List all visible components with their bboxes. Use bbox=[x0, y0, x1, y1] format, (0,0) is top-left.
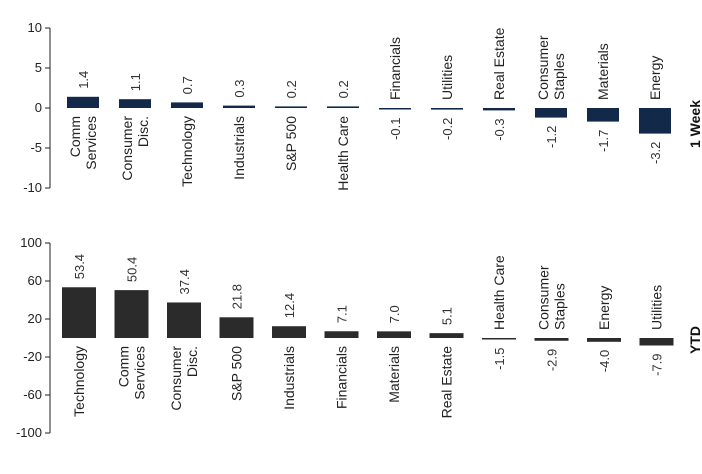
ytd-value-label: 37.4 bbox=[177, 269, 192, 294]
ytd-category-label: S&P 500 bbox=[229, 346, 245, 401]
week-value-label: -0.1 bbox=[388, 118, 403, 140]
ytd-bar bbox=[114, 290, 149, 338]
week-category-label: Staples bbox=[551, 53, 567, 100]
ytd-category-label: Health Care bbox=[491, 255, 507, 330]
week-value-label: 0.7 bbox=[180, 76, 195, 94]
week-bar bbox=[431, 108, 463, 110]
week-value-label: -0.3 bbox=[492, 118, 507, 140]
week-bar bbox=[119, 99, 151, 108]
ytd-bar bbox=[167, 302, 201, 338]
ytd-category-label: Materials bbox=[386, 346, 402, 403]
week-category-label: Technology bbox=[179, 116, 195, 187]
ytd-category-label: Financials bbox=[334, 346, 350, 409]
week-bar bbox=[67, 96, 99, 108]
ytd-bar bbox=[429, 333, 464, 338]
week-value-label: 1.4 bbox=[76, 71, 91, 89]
week-category-label: Comm bbox=[67, 116, 83, 157]
week-category-label: Energy bbox=[647, 56, 663, 100]
ytd-value-label: 53.4 bbox=[72, 254, 87, 279]
ytd-category-label: Services bbox=[132, 346, 148, 400]
ytd-y-tick-label: 60 bbox=[28, 273, 42, 288]
ytd-bar bbox=[324, 331, 359, 338]
week-bar bbox=[639, 108, 671, 134]
ytd-category-label: Consumer bbox=[536, 265, 552, 330]
week-value-label: 0.2 bbox=[336, 80, 351, 98]
week-y-tick-label: 5 bbox=[35, 60, 42, 75]
ytd-value-label: -1.5 bbox=[492, 348, 507, 370]
week-category-label: Utilities bbox=[439, 55, 455, 100]
week-bar bbox=[587, 108, 619, 122]
ytd-category-label: Comm bbox=[116, 346, 132, 387]
ytd-chart-title: YTD bbox=[687, 326, 702, 354]
ytd-category-label: Disc. bbox=[184, 346, 200, 377]
week-category-label: Industrials bbox=[231, 116, 247, 180]
ytd-category-label: Utilities bbox=[649, 285, 665, 330]
week-value-label: 1.1 bbox=[128, 73, 143, 91]
week-y-tick-label: -5 bbox=[30, 140, 42, 155]
week-category-label: Consumer bbox=[535, 35, 551, 100]
ytd-category-label: Consumer bbox=[168, 346, 184, 411]
ytd-bar bbox=[534, 338, 569, 341]
ytd-bar bbox=[639, 338, 674, 346]
ytd-category-label: Staples bbox=[552, 283, 568, 330]
week-category-label: Health Care bbox=[335, 116, 351, 191]
ytd-bar bbox=[219, 317, 254, 338]
week-bar bbox=[327, 106, 359, 108]
ytd-bar bbox=[62, 287, 96, 338]
ytd-y-tick-label: 20 bbox=[28, 311, 42, 326]
ytd-value-label: 50.4 bbox=[125, 257, 140, 282]
ytd-value-label: 7.1 bbox=[335, 305, 350, 323]
week-bar bbox=[223, 105, 255, 108]
ytd-value-label: -2.9 bbox=[545, 349, 560, 371]
week-value-label: -0.2 bbox=[440, 118, 455, 140]
ytd-value-label: 12.4 bbox=[282, 293, 297, 318]
week-category-label: Consumer bbox=[119, 116, 135, 181]
ytd-value-label: 5.1 bbox=[440, 307, 455, 325]
week-category-label: S&P 500 bbox=[283, 116, 299, 171]
week-y-tick-label: 0 bbox=[35, 100, 42, 115]
ytd-y-tick-label: -20 bbox=[23, 349, 42, 364]
ytd-value-label: -4.0 bbox=[597, 350, 612, 372]
ytd-bar bbox=[587, 338, 621, 342]
ytd-bar bbox=[377, 331, 411, 338]
ytd-y-tick-label: -60 bbox=[23, 387, 42, 402]
ytd-value-label: 7.0 bbox=[387, 305, 402, 323]
week-category-label: Services bbox=[83, 116, 99, 170]
ytd-value-label: -7.9 bbox=[650, 354, 665, 376]
ytd-y-tick-label: -100 bbox=[16, 425, 42, 440]
week-y-tick-label: -10 bbox=[23, 180, 42, 195]
week-value-label: 0.3 bbox=[232, 80, 247, 98]
ytd-category-label: Real Estate bbox=[439, 346, 455, 419]
week-value-label: -3.2 bbox=[648, 142, 663, 164]
week-value-label: -1.2 bbox=[544, 126, 559, 148]
week-bar bbox=[275, 106, 307, 108]
week-category-label: Real Estate bbox=[491, 27, 507, 100]
ytd-bar bbox=[482, 338, 516, 340]
week-category-label: Disc. bbox=[135, 116, 151, 147]
week-bar bbox=[379, 108, 411, 110]
week-bar bbox=[535, 108, 567, 118]
week-value-label: 0.2 bbox=[284, 80, 299, 98]
ytd-y-tick-label: 100 bbox=[20, 235, 42, 250]
week-category-label: Financials bbox=[387, 37, 403, 100]
ytd-category-label: Energy bbox=[596, 286, 612, 330]
week-bar bbox=[171, 102, 203, 108]
week-bar bbox=[483, 108, 515, 111]
week-value-label: -1.7 bbox=[596, 130, 611, 152]
ytd-category-label: Technology bbox=[71, 346, 87, 417]
week-chart-title: 1 Week bbox=[687, 100, 702, 148]
ytd-category-label: Industrials bbox=[281, 346, 297, 410]
ytd-bar bbox=[272, 326, 306, 338]
ytd-value-label: 21.8 bbox=[230, 284, 245, 309]
week-y-tick-label: 10 bbox=[28, 20, 42, 35]
week-category-label: Materials bbox=[595, 43, 611, 100]
